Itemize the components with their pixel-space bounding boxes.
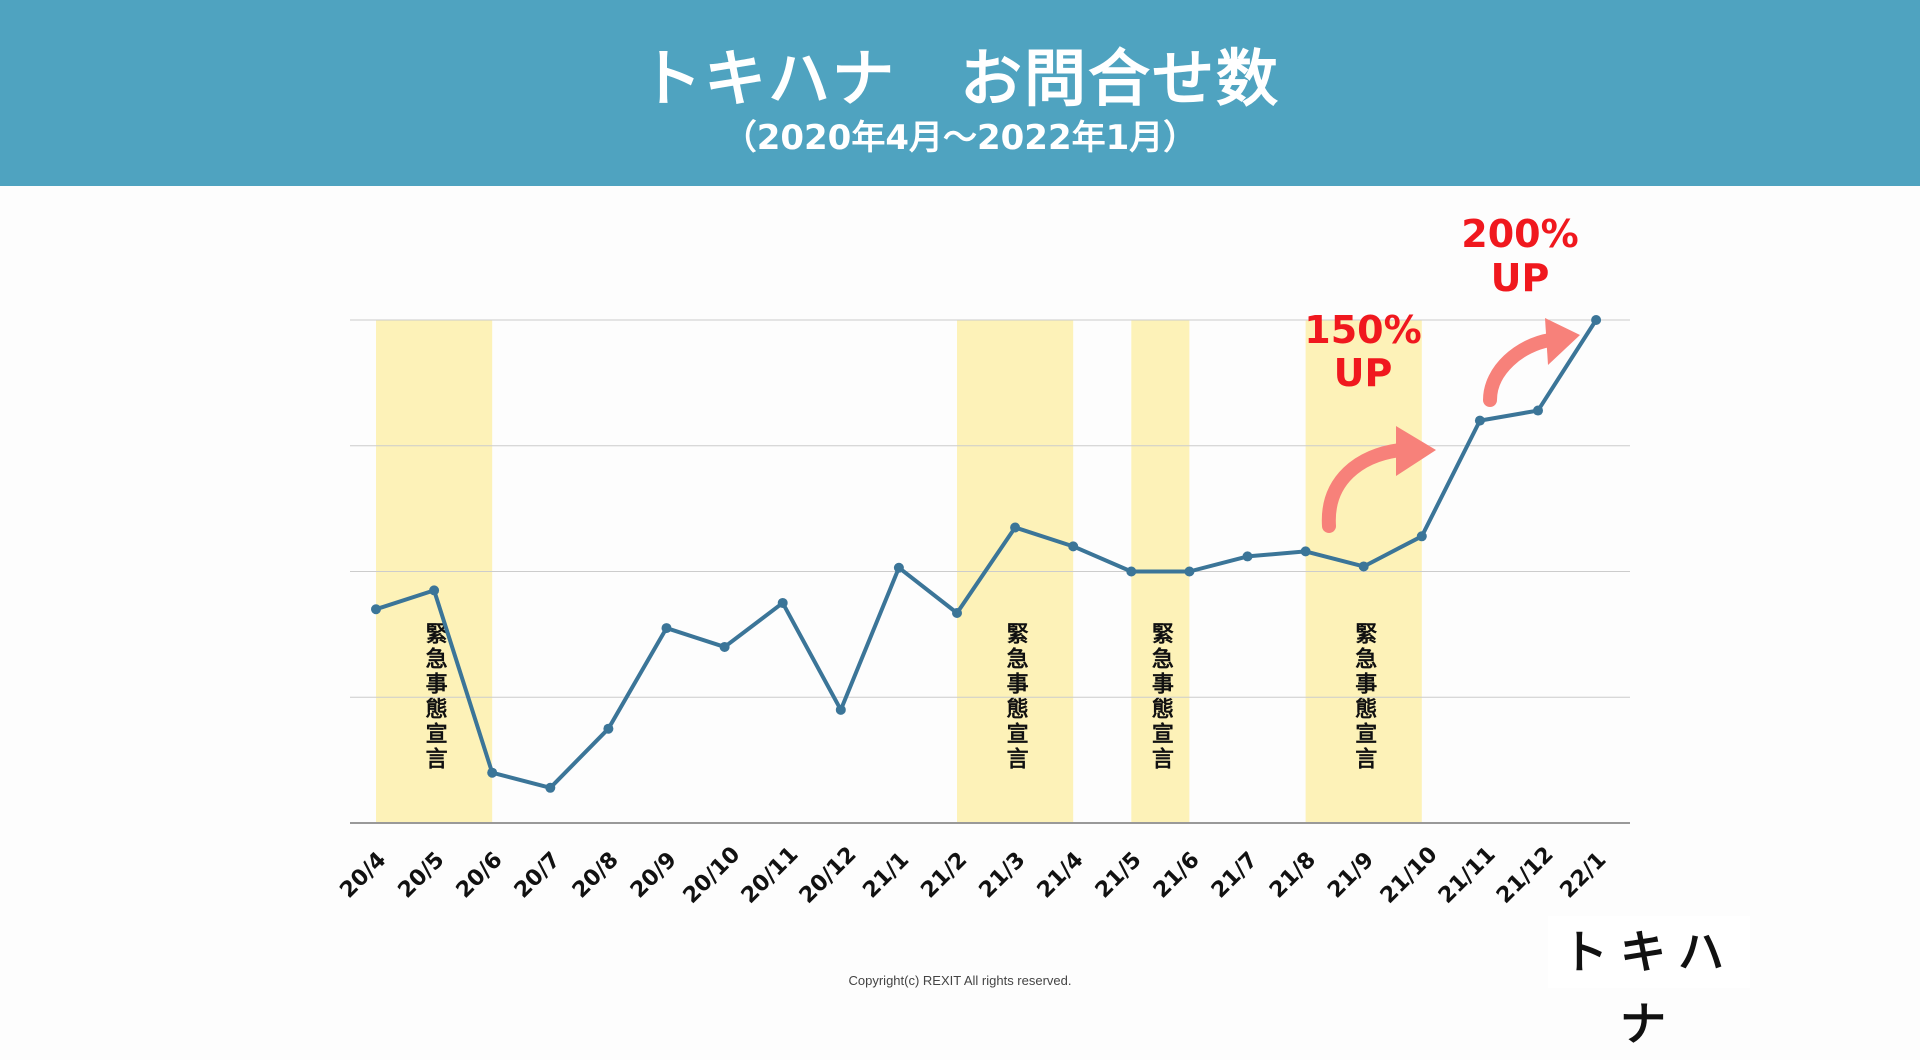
x-tick-label: 21/11 [1434,842,1501,909]
growth-annotation-percent: 150% [1304,308,1421,352]
data-point [545,782,556,793]
x-tick-label: 21/7 [1207,847,1263,903]
x-tick-label: 21/2 [916,847,972,903]
x-tick-label: 20/5 [394,847,450,903]
x-tick-label: 20/9 [626,847,682,903]
data-point [371,604,381,615]
x-tick-label: 20/12 [795,842,862,909]
x-tick-label: 21/6 [1149,847,1205,903]
x-tick-label: 21/3 [975,847,1031,903]
x-tick-label: 21/9 [1323,847,1379,903]
chart-title: トキハナ お問合せ数 [639,42,1280,115]
data-point [1474,415,1485,426]
chart-subtitle: （2020年4月〜2022年1月） [722,118,1198,158]
growth-annotation-up: UP [1334,351,1393,395]
x-tick-label: 20/7 [510,847,566,903]
chart-header: トキハナ お問合せ数 （2020年4月〜2022年1月） [0,0,1920,186]
tokihana-logo: トキハナ [1548,916,1750,1051]
data-point [1242,551,1253,562]
x-tick-label: 21/12 [1492,842,1559,909]
data-point [835,704,846,715]
data-point [777,597,788,608]
growth-annotation-percent: 200% [1461,212,1578,256]
growth-arrow-head [1545,318,1580,365]
data-point [1533,405,1543,416]
data-point [1010,522,1021,533]
x-tick-label: 21/1 [858,847,914,903]
data-point [1068,541,1079,552]
copyright-text: Copyright(c) REXIT All rights reserved. [848,973,1072,988]
x-tick-label: 21/8 [1265,847,1321,903]
x-tick-label: 21/5 [1091,847,1147,903]
data-point [952,607,962,618]
x-tick-label: 20/4 [335,847,391,903]
x-tick-label: 21/4 [1033,847,1089,903]
data-point [603,723,614,734]
data-point [1416,531,1427,542]
data-point [1126,566,1137,577]
series-line [375,318,1598,790]
x-tick-label: 21/10 [1376,842,1443,909]
data-point [1591,315,1602,325]
data-point [1300,546,1311,557]
x-tick-label: 22/1 [1556,847,1612,903]
data-point [1358,561,1369,572]
x-tick-label: 20/10 [679,842,746,909]
data-point [429,585,440,596]
x-tick-label: 20/11 [737,842,804,909]
x-tick-label: 20/8 [568,847,624,903]
data-point [1184,566,1195,577]
data-point [661,623,672,634]
growth-arrow-head [1396,426,1436,476]
data-point [893,562,904,573]
data-point [719,641,730,652]
data-point [487,767,498,778]
growth-arrow [1321,443,1407,533]
x-tick-label: 20/6 [452,847,508,903]
growth-annotation-up: UP [1491,256,1550,300]
growth-arrow [1483,333,1557,407]
